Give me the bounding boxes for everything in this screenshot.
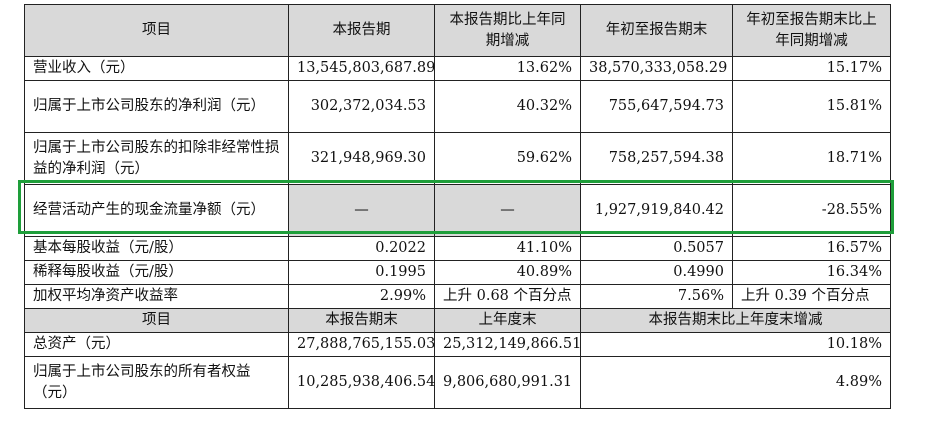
cell-change: 40.32% xyxy=(434,80,581,133)
header2-change: 本报告期末比上年度末增减 xyxy=(580,308,891,333)
cell-ytd-change: 15.17% xyxy=(732,56,891,81)
header-ytd-change: 年初至报告期末比上年同期增减 xyxy=(732,4,891,57)
row-label: 稀释每股收益（元/股） xyxy=(24,260,289,285)
cell-change: 10.18% xyxy=(580,332,891,357)
header2-prior-year-end: 上年度末 xyxy=(434,308,581,333)
header-ytd: 年初至报告期末 xyxy=(580,4,733,57)
cell-ytd: 0.4990 xyxy=(580,260,733,285)
cell-current: 2.99% xyxy=(288,284,435,309)
cell-ytd: 0.5057 xyxy=(580,236,733,261)
financial-data-table: 项目 本报告期 本报告期比上年同期增减 年初至报告期末 年初至报告期末比上年同期… xyxy=(24,4,891,409)
row-label: 归属于上市公司股东的净利润（元） xyxy=(24,80,289,133)
header2-item: 项目 xyxy=(24,308,289,333)
table-row: 稀释每股收益（元/股） 0.1995 40.89% 0.4990 16.34% xyxy=(24,260,891,285)
row-label: 加权平均净资产收益率 xyxy=(24,284,289,309)
cell-ytd-change: 上升 0.39 个百分点 xyxy=(732,284,891,309)
cell-ytd: 7.56% xyxy=(580,284,733,309)
table-row: 总资产（元） 27,888,765,155.03 25,312,149,866.… xyxy=(24,332,891,357)
cell-ytd: 755,647,594.73 xyxy=(580,80,733,133)
cell-change: 上升 0.68 个百分点 xyxy=(434,284,581,309)
row-label: 基本每股收益（元/股） xyxy=(24,236,289,261)
cell-current: 0.2022 xyxy=(288,236,435,261)
table-row: 基本每股收益（元/股） 0.2022 41.10% 0.5057 16.57% xyxy=(24,236,891,261)
cell-change: 13.62% xyxy=(434,56,581,81)
header-current-period: 本报告期 xyxy=(288,4,435,57)
table-row: 归属于上市公司股东的扣除非经常性损益的净利润（元） 321,948,969.30… xyxy=(24,132,891,185)
table-row: 加权平均净资产收益率 2.99% 上升 0.68 个百分点 7.56% 上升 0… xyxy=(24,284,891,309)
row-label: 归属于上市公司股东的所有者权益（元） xyxy=(24,356,289,409)
cell-ytd-change: 15.81% xyxy=(732,80,891,133)
row-label: 总资产（元） xyxy=(24,332,289,357)
cell-ytd-change: 16.57% xyxy=(732,236,891,261)
cell-current: 302,372,034.53 xyxy=(288,80,435,133)
header2-period-end: 本报告期末 xyxy=(288,308,435,333)
cell-current: 321,948,969.30 xyxy=(288,132,435,185)
cell-current: 13,545,803,687.89 xyxy=(288,56,435,81)
cell-ytd: 758,257,594.38 xyxy=(580,132,733,185)
cell-ytd: 1,927,919,840.42 xyxy=(580,184,733,237)
row-label: 经营活动产生的现金流量净额（元） xyxy=(24,184,289,237)
cell-period-end: 10,285,938,406.54 xyxy=(288,356,435,409)
cell-prior-year-end: 25,312,149,866.51 xyxy=(434,332,581,357)
cell-current: 0.1995 xyxy=(288,260,435,285)
header-current-change: 本报告期比上年同期增减 xyxy=(434,4,581,57)
cell-period-end: 27,888,765,155.03 xyxy=(288,332,435,357)
cell-change: 59.62% xyxy=(434,132,581,185)
table-header-row-2: 项目 本报告期末 上年度末 本报告期末比上年度末增减 xyxy=(24,308,891,333)
cell-current: — xyxy=(288,184,435,237)
row-label: 营业收入（元） xyxy=(24,56,289,81)
table-row: 营业收入（元） 13,545,803,687.89 13.62% 38,570,… xyxy=(24,56,891,81)
row-label: 归属于上市公司股东的扣除非经常性损益的净利润（元） xyxy=(24,132,289,185)
cell-ytd-change: 18.71% xyxy=(732,132,891,185)
table-row: 归属于上市公司股东的所有者权益（元） 10,285,938,406.54 9,8… xyxy=(24,356,891,409)
cell-change: — xyxy=(434,184,581,237)
cell-prior-year-end: 9,806,680,991.31 xyxy=(434,356,581,409)
cell-change: 4.89% xyxy=(580,356,891,409)
cell-change: 41.10% xyxy=(434,236,581,261)
table-header-row: 项目 本报告期 本报告期比上年同期增减 年初至报告期末 年初至报告期末比上年同期… xyxy=(24,4,891,57)
cell-ytd-change: 16.34% xyxy=(732,260,891,285)
table-row-cash-flow: 经营活动产生的现金流量净额（元） — — 1,927,919,840.42 -2… xyxy=(24,184,891,237)
cell-change: 40.89% xyxy=(434,260,581,285)
header-item: 项目 xyxy=(24,4,289,57)
cell-ytd: 38,570,333,058.29 xyxy=(580,56,733,81)
table-row: 归属于上市公司股东的净利润（元） 302,372,034.53 40.32% 7… xyxy=(24,80,891,133)
cell-ytd-change: -28.55% xyxy=(732,184,891,237)
